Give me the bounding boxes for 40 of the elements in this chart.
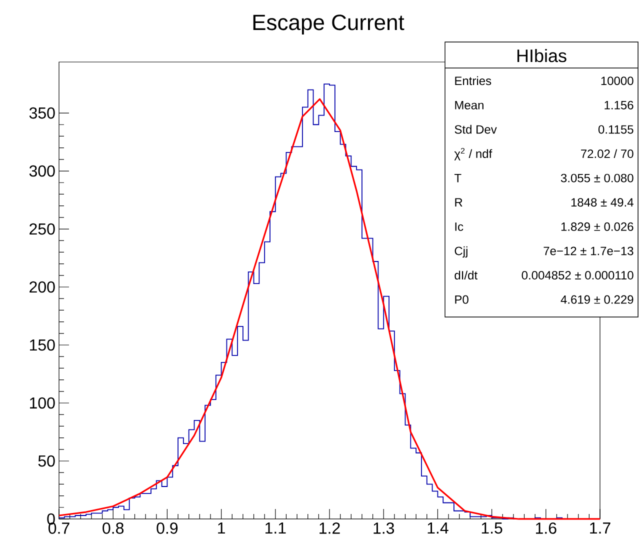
- x-tick-label: 0.7: [48, 522, 70, 534]
- annotation: 4.619 ± 0.229: [560, 295, 634, 304]
- annotation: dI/dt: [454, 270, 478, 280]
- x-tick-label: 1.3: [374, 522, 394, 534]
- annotation: Mean: [455, 101, 484, 110]
- text: 10000: [601, 76, 634, 86]
- annotation: 3.055 ± 0.080: [560, 174, 634, 182]
- annotation: 72.02 / 70: [581, 149, 634, 158]
- annotation: 1.829 ± 0.026: [561, 222, 634, 231]
- x-tick-label: 1.6: [536, 522, 556, 534]
- x-tick-label: 1.2: [320, 522, 340, 534]
- annotation: Std Dev: [454, 124, 497, 134]
- annotation: HIbias: [517, 48, 566, 62]
- annotation: Entries: [455, 76, 492, 86]
- x-tick-label: 1.7: [590, 522, 610, 534]
- y-tick-label: 300: [29, 165, 55, 177]
- annotation: 1848 ± 49.4: [571, 198, 634, 207]
- y-tick-label: 250: [30, 223, 55, 235]
- x-tick-label: 1.5: [482, 522, 502, 534]
- annotation: Ic: [455, 222, 464, 231]
- y-tick-label: 200: [30, 281, 55, 293]
- x-tick-label: 1.1: [266, 522, 286, 534]
- annotation: R: [455, 198, 462, 206]
- y-tick-label: 150: [30, 339, 55, 351]
- text: 1.156: [604, 100, 634, 110]
- x-tick-label: 1.4: [428, 522, 448, 534]
- annotation: 0.004852 ± 0.000110: [522, 271, 634, 280]
- chart-title: Escape Current: [253, 14, 404, 35]
- y-tick-label: 350: [29, 107, 55, 119]
- x-tick-label: 0.9: [156, 522, 178, 534]
- x-tick-label: 0.8: [102, 522, 124, 534]
- annotation: 7e−12 ± 1.7e−13: [544, 246, 634, 256]
- annotation: Cjj: [454, 246, 468, 258]
- annotation: P0: [455, 295, 468, 304]
- annotation: T: [454, 174, 462, 182]
- y-tick-label: 50: [38, 455, 55, 467]
- annotation: 0.1155: [598, 125, 634, 134]
- annotation: χ$^{2}$ / ndf: [454, 148, 492, 160]
- x-tick-label: 1: [218, 522, 225, 534]
- y-tick-label: 100: [30, 397, 55, 409]
